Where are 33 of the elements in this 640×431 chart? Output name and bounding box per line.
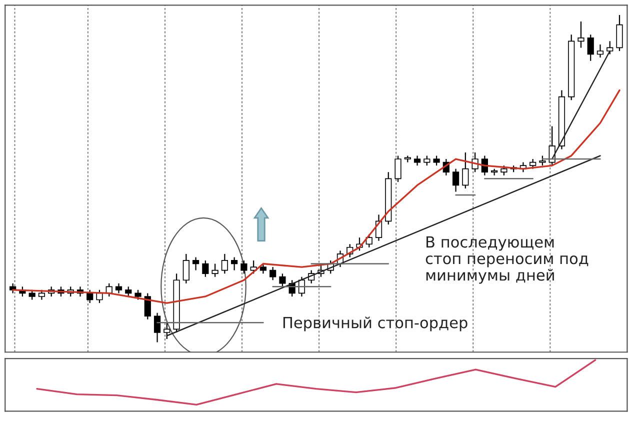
candlestick — [154, 312, 161, 343]
candlestick — [164, 322, 170, 340]
candlestick — [587, 34, 594, 62]
candlestick — [452, 168, 460, 192]
candlestick — [500, 165, 508, 176]
candlestick — [182, 253, 190, 284]
candlestick — [125, 286, 132, 298]
annotation: В последующем стоп переносим под минимумы дней — [426, 236, 588, 284]
candlestick — [394, 155, 402, 182]
candlestick — [260, 263, 267, 274]
candlestick — [530, 158, 536, 170]
candlestick — [192, 256, 200, 271]
candlestick — [424, 155, 430, 166]
candlestick — [115, 282, 122, 294]
candlestick — [616, 14, 623, 52]
candlestick — [414, 155, 421, 166]
candlestick — [270, 266, 276, 281]
candlestick — [134, 289, 142, 300]
candlestick — [462, 152, 469, 190]
candlestick — [231, 256, 238, 271]
candlestick — [578, 20, 584, 48]
candlestick — [212, 263, 218, 278]
candlestick — [240, 260, 248, 274]
candlestick — [596, 44, 604, 58]
annotation: Первичный стоп-ордер — [283, 316, 468, 332]
candlestick — [433, 155, 440, 166]
candlestick — [606, 40, 614, 55]
candlestick — [221, 253, 228, 274]
candlestick — [202, 260, 209, 278]
candlestick — [279, 273, 286, 288]
candlestick — [366, 234, 372, 248]
candlestick — [539, 155, 546, 166]
candlestick — [96, 289, 103, 304]
